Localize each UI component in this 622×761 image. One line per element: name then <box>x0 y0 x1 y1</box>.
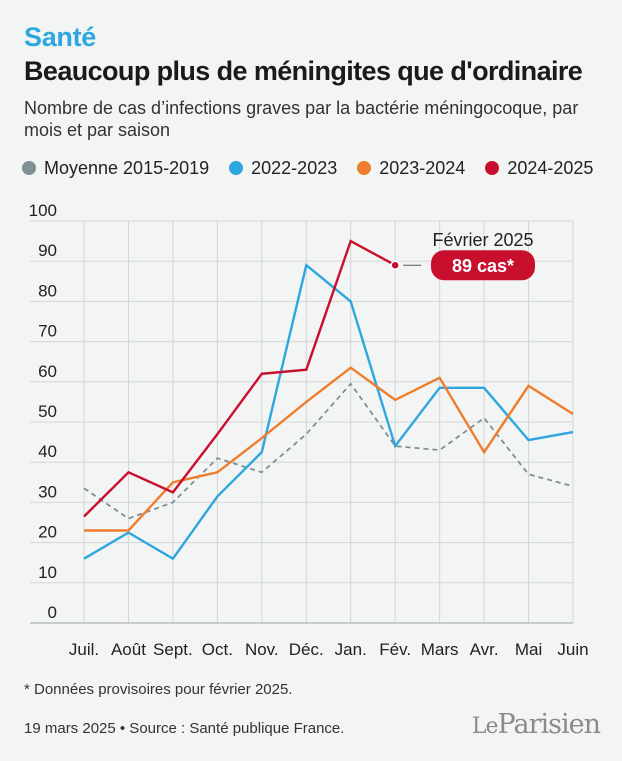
x-tick-label: Mars <box>421 640 459 659</box>
x-tick-label: Oct. <box>202 640 233 659</box>
chart-title: Beaucoup plus de méningites que d'ordina… <box>24 56 583 86</box>
logo-part-parisien: Parisien <box>497 709 601 740</box>
series-line-2022-2023 <box>83 263 574 561</box>
x-tick-label: Juil. <box>69 640 99 659</box>
legend-item-2022-2023: 2022-2023 <box>229 158 337 179</box>
legend-label: Moyenne 2015-2019 <box>44 157 210 178</box>
legend-item-2023-2024: 2023-2024 <box>357 158 465 179</box>
kicker: Santé <box>24 22 97 52</box>
annotation-badge <box>431 250 535 281</box>
x-tick-label: Mai <box>515 640 542 659</box>
y-tick-label: 0 <box>48 603 57 622</box>
legend: Moyenne 2015-2019 2022-2023 2023-2024 20… <box>22 157 593 179</box>
source-line: 19 mars 2025 • Source : Santé publique F… <box>24 720 345 737</box>
y-tick-label: 100 <box>29 201 57 220</box>
series-line-moyenne-2015-2019 <box>83 382 574 520</box>
legend-item-average: Moyenne 2015-2019 <box>22 158 209 179</box>
x-tick-label: Juin <box>557 640 588 659</box>
legend-item-2024-2025: 2024-2025 <box>485 158 593 179</box>
footnote: * Données provisoires pour février 2025. <box>24 681 293 698</box>
legend-label: 2022-2023 <box>251 157 338 178</box>
y-tick-label: 10 <box>38 563 57 582</box>
annotation-badge-text: 89 cas* <box>452 256 514 276</box>
y-tick-label: 60 <box>38 362 57 381</box>
y-tick-label: 80 <box>38 281 57 300</box>
y-tick-label: 40 <box>38 442 57 461</box>
series-line-2024-2025 <box>83 239 396 518</box>
annotation-label: Février 2025 <box>432 230 533 250</box>
y-tick-label: 50 <box>38 402 57 421</box>
x-tick-label: Jan. <box>335 640 367 659</box>
le-parisien-logo: LeParisien <box>471 709 601 740</box>
legend-dot-icon <box>485 161 500 175</box>
x-tick-label: Déc. <box>289 640 324 659</box>
y-tick-label: 90 <box>38 241 57 260</box>
legend-dot-icon <box>229 161 244 175</box>
y-tick-label: 30 <box>38 482 57 501</box>
legend-label: 2024-2025 <box>507 157 594 178</box>
y-tick-label: 20 <box>38 523 57 542</box>
y-tick-label: 70 <box>38 322 57 341</box>
logo-part-le: Le <box>471 714 499 739</box>
chart-subtitle: Nombre de cas d’infections graves par la… <box>24 98 579 140</box>
legend-label: 2023-2024 <box>379 157 466 178</box>
x-tick-label: Avr. <box>470 640 499 659</box>
x-tick-label: Nov. <box>245 640 279 659</box>
legend-dot-icon <box>357 161 372 175</box>
annotation-point <box>390 260 400 270</box>
series-line-2023-2024 <box>84 366 574 532</box>
x-tick-label: Août <box>111 640 146 659</box>
legend-dot-icon <box>22 161 36 175</box>
x-tick-label: Fév. <box>379 640 411 659</box>
line-chart: 0 10 20 30 40 50 60 70 80 90 100 Juil. Août Sept. Oct.… <box>29 201 589 659</box>
x-tick-label: Sept. <box>153 640 193 659</box>
